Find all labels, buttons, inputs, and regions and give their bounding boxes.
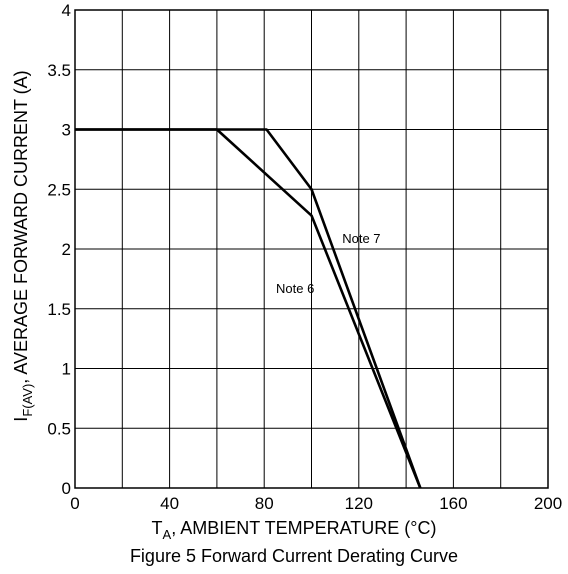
y-axis-title-sub: F(AV) (20, 384, 35, 417)
series-line-1 (75, 128, 422, 489)
y-tick-label: 0 (62, 479, 71, 498)
y-tick-label: 0.5 (47, 419, 71, 438)
y-tick-labels: 0 0.5 1 1.5 2 2.5 3 3.5 4 (47, 1, 71, 498)
series-layer (75, 128, 422, 489)
annotation-label: Note 7 (342, 231, 380, 246)
y-tick-label: 1.5 (47, 300, 71, 319)
x-tick-label: 200 (534, 494, 562, 513)
y-tick-label: 2 (62, 240, 71, 259)
plot-frame (74, 9, 549, 489)
y-tick-label: 2.5 (47, 180, 71, 199)
x-axis-title-main: T (152, 518, 163, 538)
y-axis-title-main: I (11, 417, 31, 422)
y-tick-label: 3.5 (47, 61, 71, 80)
annotation-label: Note 6 (276, 281, 314, 296)
x-axis-title: TA, AMBIENT TEMPERATURE (°C) (152, 518, 437, 542)
y-axis-title-rest: , AVERAGE FORWARD CURRENT (A) (11, 70, 31, 383)
x-tick-label: 120 (345, 494, 373, 513)
y-tick-label: 4 (62, 1, 71, 20)
x-axis-title-sub: A (163, 527, 172, 542)
y-tick-label: 1 (62, 360, 71, 379)
grid (75, 10, 548, 488)
x-tick-label: 40 (160, 494, 179, 513)
x-tick-label: 0 (70, 494, 79, 513)
x-tick-label: 80 (255, 494, 274, 513)
y-tick-label: 3 (62, 121, 71, 140)
x-tick-label: 160 (439, 494, 467, 513)
figure-caption: Figure 5 Forward Current Derating Curve (130, 546, 458, 566)
x-axis-title-rest: , AMBIENT TEMPERATURE (°C) (171, 518, 436, 538)
annotation-layer: Note 7 Note 6 (276, 231, 381, 296)
x-tick-labels: 0 40 80 120 160 200 (70, 494, 562, 513)
y-axis-title: IF(AV), AVERAGE FORWARD CURRENT (A) (11, 70, 35, 421)
